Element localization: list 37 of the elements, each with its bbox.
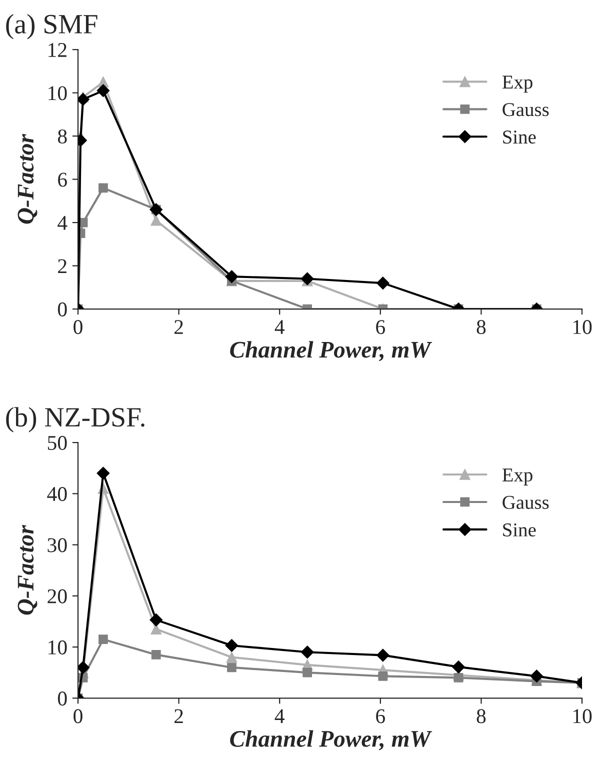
legend-label: Gauss: [502, 103, 549, 116]
x-tick-label: 4: [274, 709, 284, 724]
y-tick-label: 0: [58, 692, 67, 706]
legend-label: Exp: [502, 76, 532, 93]
x-tick-label: 10: [573, 709, 592, 724]
y-axis-title: Q-Factor: [18, 524, 38, 615]
legend-label: Sine: [503, 130, 536, 144]
x-tick-label: 10: [573, 320, 592, 334]
legend-label: Exp: [502, 468, 532, 486]
x-tick-label: 8: [476, 320, 486, 334]
x-tick-label: 2: [174, 709, 183, 724]
y-tick-label: 40: [47, 487, 67, 502]
y-axis-title: Q-Factor: [18, 134, 38, 224]
y-tick-label: 10: [48, 86, 67, 100]
x-tick-label: 6: [376, 709, 385, 724]
x-tick-label: 0: [74, 709, 82, 724]
y-tick-label: 30: [48, 538, 67, 552]
chart-title: (b) NZ-DSF.: [6, 407, 144, 432]
chart-title: (a) SMF: [6, 14, 98, 40]
y-tick-label: 8: [58, 129, 67, 144]
y-tick-label: 2: [58, 259, 66, 274]
x-tick-label: 4: [274, 320, 284, 334]
x-axis-title: Channel Power, mW: [230, 341, 432, 362]
x-tick-label: 2: [174, 320, 183, 334]
y-tick-label: 6: [58, 172, 67, 187]
y-tick-label: 0: [58, 302, 67, 316]
y-tick-label: 4: [58, 216, 68, 230]
y-tick-label: 50: [48, 436, 67, 450]
y-tick-label: 20: [48, 589, 67, 604]
x-axis-title: Channel Power, mW: [230, 730, 432, 750]
y-tick-label: 10: [48, 640, 67, 654]
y-tick-label: 12: [48, 43, 66, 57]
legend-label: Sine: [503, 523, 536, 536]
x-tick-label: 6: [376, 320, 385, 334]
x-tick-label: 8: [476, 709, 486, 724]
legend-label: Gauss: [502, 496, 549, 509]
x-tick-label: 0: [74, 320, 82, 334]
